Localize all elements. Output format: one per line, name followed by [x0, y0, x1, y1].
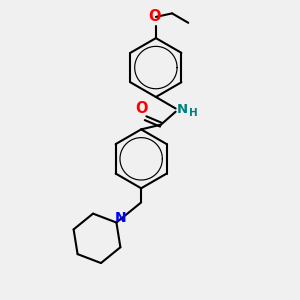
- Text: O: O: [148, 9, 161, 24]
- Text: H: H: [190, 108, 198, 118]
- Text: N: N: [177, 103, 188, 116]
- Text: N: N: [115, 211, 126, 225]
- Text: O: O: [135, 101, 148, 116]
